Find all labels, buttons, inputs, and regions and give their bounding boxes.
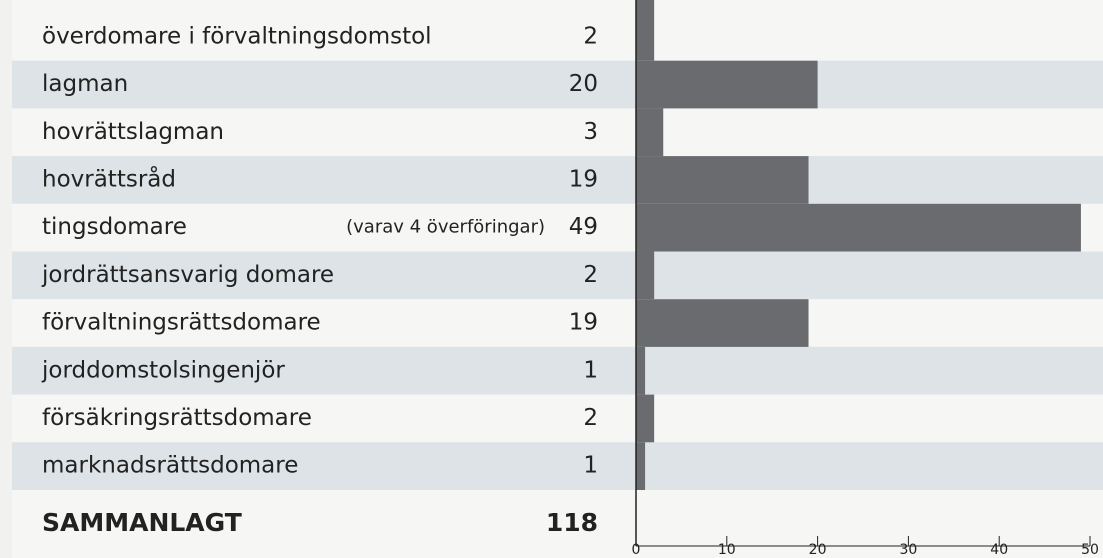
value-label: 2: [583, 23, 598, 49]
row-band: [12, 299, 1103, 347]
x-tick-label: 40: [990, 542, 1008, 558]
category-label: överdomare i förvaltningsdomstol: [42, 23, 432, 49]
bar: [636, 0, 655, 61]
value-label: 20: [569, 71, 598, 97]
x-tick-label: 20: [809, 542, 827, 558]
x-tick-label: 0: [632, 542, 641, 558]
category-label: tingsdomare: [42, 214, 187, 240]
bar: [636, 394, 655, 443]
x-tick-label: 30: [899, 542, 917, 558]
value-label: 19: [569, 310, 598, 336]
category-label: marknadsrättsdomare: [42, 453, 298, 479]
row-band: [12, 156, 1103, 204]
value-label: 1: [583, 357, 598, 383]
value-label: 19: [569, 166, 598, 192]
row-band: [12, 108, 1103, 157]
x-tick-label: 50: [1081, 542, 1099, 558]
value-label: 2: [583, 262, 598, 288]
category-label: lagman: [42, 71, 128, 97]
row-band: [12, 394, 1103, 443]
row-band: [12, 490, 1103, 558]
category-label: förvaltningsrättsdomare: [42, 310, 321, 336]
row-band: [12, 442, 1103, 490]
row-band: [12, 60, 1103, 109]
row-band: [12, 0, 1103, 61]
value-label: 1: [583, 453, 598, 479]
value-label: 2: [583, 405, 598, 431]
total-label: SAMMANLAGT: [42, 508, 242, 537]
bar: [636, 299, 809, 347]
bar: [636, 203, 1081, 252]
row-band: [12, 346, 1103, 395]
category-label: jorddomstolsingenjör: [41, 357, 285, 383]
category-label: jordrättsansvarig domare: [41, 262, 334, 288]
bar: [636, 108, 664, 157]
value-label: 49: [569, 214, 598, 240]
row-band: [12, 251, 1103, 300]
category-label: hovrättsråd: [42, 164, 176, 192]
x-tick-label: 10: [718, 542, 736, 558]
bar: [636, 346, 646, 395]
bar: [636, 442, 646, 490]
bar: [636, 156, 809, 204]
note: (varav 4 överföringar): [346, 217, 545, 238]
bar: [636, 60, 818, 109]
bar: [636, 251, 655, 300]
total-value: 118: [546, 508, 598, 537]
value-label: 3: [583, 119, 598, 145]
category-label: försäkringsrättsdomare: [42, 405, 312, 431]
category-label: hovrättslagman: [42, 119, 224, 145]
